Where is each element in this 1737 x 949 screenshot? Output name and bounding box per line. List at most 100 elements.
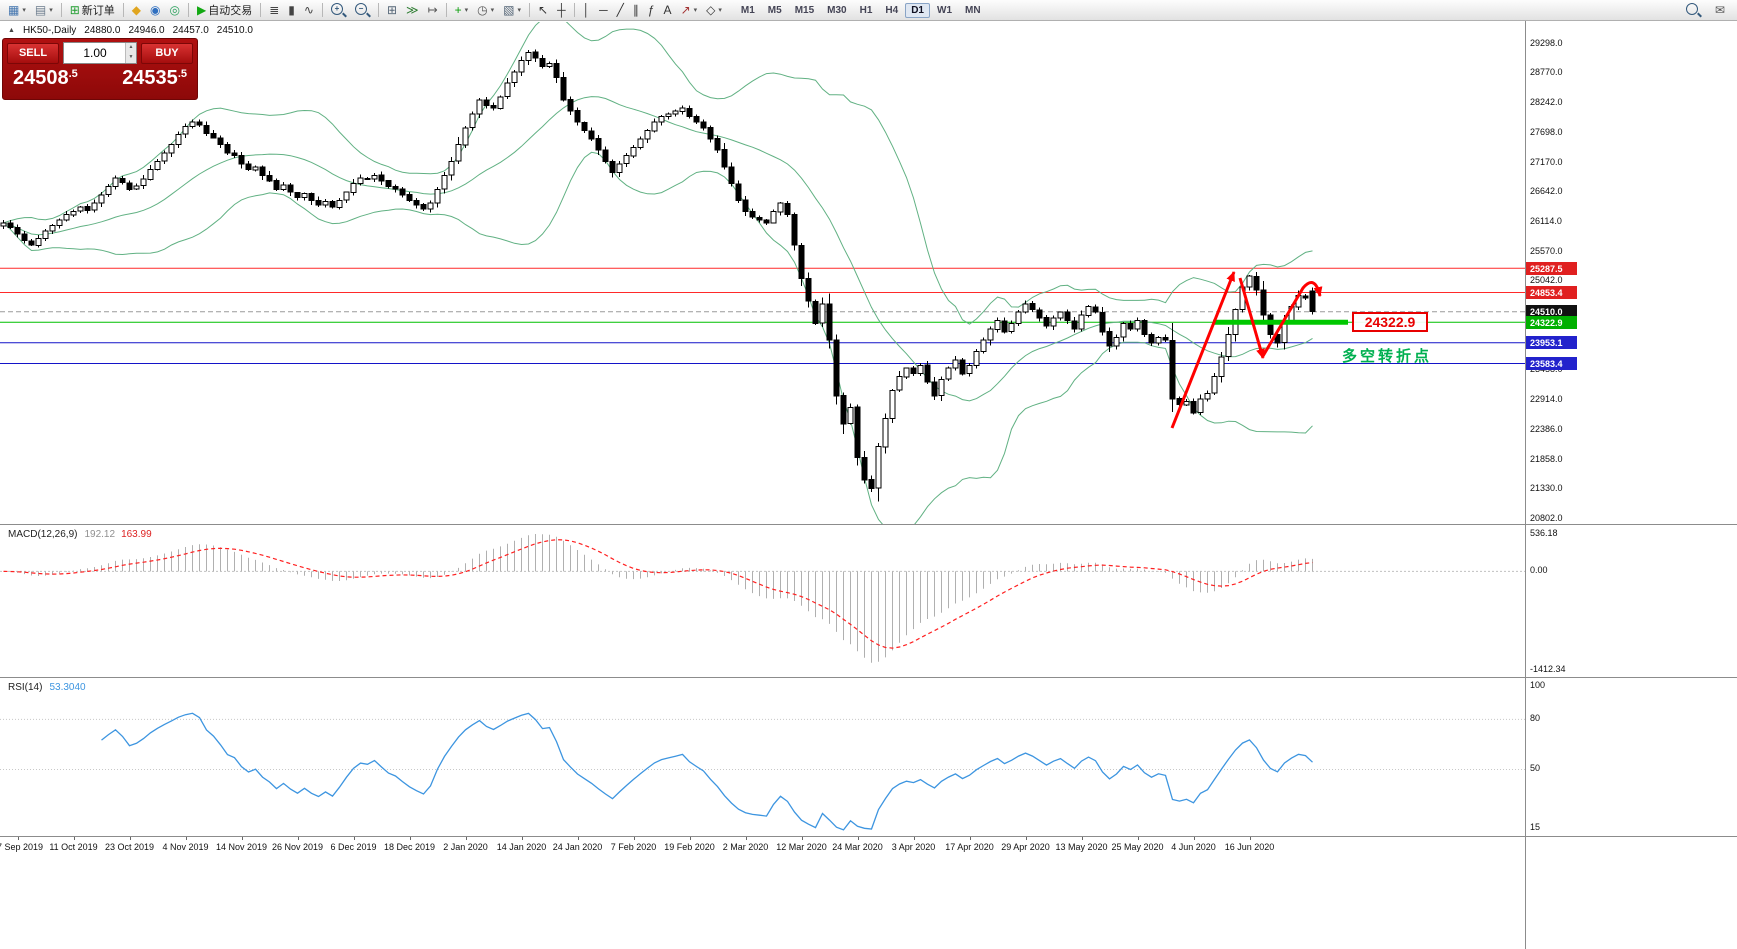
tile-windows-button[interactable]: ⊞ (383, 1, 401, 20)
metaeditor-button[interactable]: ◆ (128, 1, 145, 20)
line-chart-icon: ∿ (303, 3, 314, 17)
candles (0, 49, 1316, 502)
trend-arrows (1170, 271, 1323, 429)
volume-decrease-button[interactable]: ▼ (125, 53, 136, 63)
indicators-button[interactable]: + ▾ (451, 1, 473, 20)
magnifier-icon: − (354, 3, 367, 15)
date-label: 13 May 2020 (1055, 842, 1108, 852)
axis-label: 28770.0 (1530, 67, 1563, 77)
metaeditor-icon: ◆ (131, 3, 142, 17)
date-tick (465, 837, 467, 840)
date-label: 17 Apr 2020 (945, 842, 994, 852)
auto-scroll-button[interactable]: ≫ (402, 1, 423, 20)
shapes-button[interactable]: ◇ ▾ (702, 1, 726, 20)
axis-label: -1412.34 (1530, 663, 1566, 674)
timeframe-mn-button[interactable]: MN (965, 4, 981, 16)
price-badge: 23953.1 (1526, 336, 1577, 350)
volume-input[interactable] (64, 43, 136, 63)
timeframe-d1-button[interactable]: D1 (905, 2, 930, 18)
ohlc-close: 24510.0 (216, 25, 253, 36)
quote-prices: 24508.5 24535.5 (7, 64, 193, 90)
new-order-button[interactable]: ⊞ 新订单 (66, 1, 119, 20)
toolbar-separator (445, 3, 447, 17)
zoom-in-button[interactable]: + (327, 1, 350, 20)
crosshair-button[interactable]: ┼ (553, 1, 570, 20)
dropdown-caret-icon: ▾ (464, 7, 469, 14)
sell-price[interactable]: 24508.5 (13, 67, 78, 90)
pivot-annotation-text[interactable]: 多空转折点 (1342, 348, 1433, 365)
tile-windows-icon: ⊞ (386, 3, 398, 17)
rsi-indicator-label: RSI(14) 53.3040 (8, 682, 86, 693)
arrows-button[interactable]: ↗ ▾ (677, 1, 702, 20)
date-label: 11 Oct 2019 (49, 842, 98, 852)
timeframe-h1-button[interactable]: H1 (859, 4, 873, 16)
fibonacci-button[interactable]: ƒ (644, 1, 659, 20)
toolbar-right-group: ✉ (1682, 1, 1733, 20)
strategy-tester-button[interactable]: ◎ (166, 1, 184, 20)
vertical-line-button[interactable]: │ (579, 1, 595, 20)
axis-label: 21330.0 (1530, 483, 1563, 493)
timeframe-m15-button[interactable]: M15 (794, 4, 815, 16)
cursor-button[interactable]: ↖ (534, 1, 552, 20)
macd-indicator-pane[interactable] (0, 525, 1525, 677)
bar-chart-button[interactable]: ≣ (265, 1, 283, 20)
channel-button[interactable]: ∥ (629, 1, 643, 20)
volume-spinner: ▲ ▼ (125, 43, 136, 63)
axis-label: 536.18 (1530, 527, 1558, 538)
quick-search-button[interactable] (1682, 1, 1705, 20)
collapse-panel-icon[interactable]: ▲ (8, 27, 15, 34)
buy-button[interactable]: BUY (141, 42, 193, 64)
text-button[interactable]: A (660, 1, 676, 20)
zoom-out-button[interactable]: − (351, 1, 374, 20)
date-tick (969, 837, 971, 840)
templates-icon: ▧ (503, 3, 515, 17)
templates-button[interactable]: ▧ ▾ (499, 1, 525, 20)
date-tick (1137, 837, 1139, 840)
date-label: 16 Jun 2020 (1224, 842, 1275, 852)
timeframe-m30-button[interactable]: M30 (827, 4, 847, 16)
pane-separator[interactable] (0, 677, 1737, 678)
chart-profiles-button[interactable]: ▤ ▾ (31, 1, 57, 20)
market-watch-button[interactable]: ◉ (146, 1, 164, 20)
date-tick (409, 837, 411, 840)
chart-shift-button[interactable]: ↦ (424, 1, 442, 20)
macd-histogram (10, 534, 1313, 663)
date-tick (241, 837, 243, 840)
buy-price[interactable]: 24535.5 (122, 67, 187, 90)
timeframe-h4-button[interactable]: H4 (885, 4, 899, 16)
ohlc-low: 24457.0 (172, 25, 209, 36)
date-tick (297, 837, 299, 840)
pane-separator[interactable] (0, 524, 1737, 525)
notifications-button[interactable]: ✉ (1711, 1, 1729, 20)
candlestick-chart-button[interactable]: ▮ (284, 1, 299, 20)
horizontal-line-button[interactable]: ─ (595, 1, 612, 20)
sell-button[interactable]: SELL (7, 42, 59, 64)
timeframe-switcher: M1 M5 M15 M30 H1 H4 D1 W1 MN (735, 2, 987, 18)
magnifier-icon (1685, 3, 1698, 15)
date-tick (1081, 837, 1083, 840)
autotrading-button[interactable]: ▶ 自动交易 (193, 1, 256, 20)
pivot-price-callout[interactable]: 24322.9 (1352, 312, 1428, 332)
candlestick-chart-icon: ▮ (288, 3, 295, 17)
chart-shift-icon: ↦ (427, 3, 438, 17)
volume-field: ▲ ▼ (63, 42, 137, 64)
chart-title-bar: ▲ HK50-,Daily 24880.0 24946.0 24457.0 24… (8, 25, 253, 36)
volume-increase-button[interactable]: ▲ (125, 43, 136, 53)
price-axis[interactable]: 29298.0 28770.0 28242.0 27698.0 27170.0 26642… (1525, 21, 1737, 949)
main-price-chart[interactable] (0, 22, 1525, 524)
notifications-icon: ✉ (1714, 3, 1725, 17)
timeframe-m5-button[interactable]: M5 (767, 4, 782, 16)
dropdown-caret-icon: ▾ (693, 7, 698, 14)
new-chart-button[interactable]: ▦ ▾ (4, 1, 30, 20)
trendline-button[interactable]: ╱ (613, 1, 628, 20)
time-axis[interactable]: 27 Sep 2019 11 Oct 2019 23 Oct 2019 4 Nov 2… (0, 837, 1737, 857)
date-label: 24 Mar 2020 (832, 842, 883, 852)
timeframe-m1-button[interactable]: M1 (740, 4, 755, 16)
date-tick (577, 837, 579, 840)
dropdown-caret-icon: ▾ (517, 7, 522, 14)
rsi-indicator-pane[interactable] (0, 678, 1525, 836)
date-label: 27 Sep 2019 (0, 842, 44, 852)
periods-button[interactable]: ◷ ▾ (473, 1, 498, 20)
line-chart-button[interactable]: ∿ (300, 1, 318, 20)
timeframe-w1-button[interactable]: W1 (937, 4, 952, 16)
